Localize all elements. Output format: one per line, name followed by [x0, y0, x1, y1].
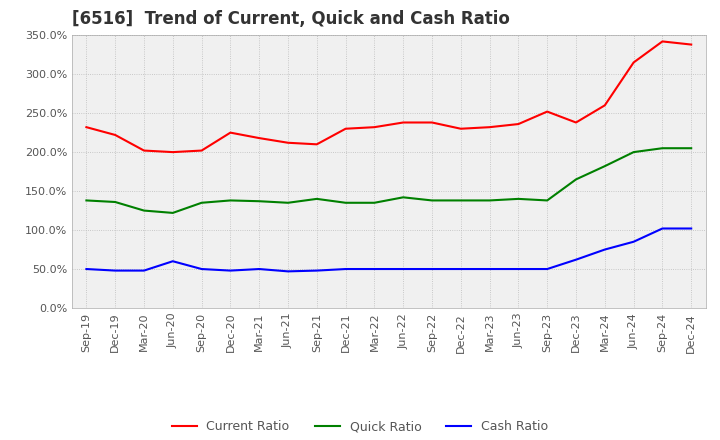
Cash Ratio: [543, 266, 552, 271]
Cash Ratio: [370, 266, 379, 271]
Line: Quick Ratio: Quick Ratio: [86, 148, 691, 213]
Line: Cash Ratio: Cash Ratio: [86, 228, 691, 271]
Current Ratio: [399, 120, 408, 125]
Cash Ratio: [341, 266, 350, 271]
Current Ratio: [370, 125, 379, 130]
Cash Ratio: [572, 257, 580, 262]
Cash Ratio: [399, 266, 408, 271]
Legend: Current Ratio, Quick Ratio, Cash Ratio: Current Ratio, Quick Ratio, Cash Ratio: [166, 415, 554, 438]
Cash Ratio: [82, 266, 91, 271]
Quick Ratio: [140, 208, 148, 213]
Current Ratio: [572, 120, 580, 125]
Current Ratio: [687, 42, 696, 47]
Quick Ratio: [600, 164, 609, 169]
Current Ratio: [140, 148, 148, 153]
Current Ratio: [485, 125, 494, 130]
Quick Ratio: [370, 200, 379, 205]
Cash Ratio: [312, 268, 321, 273]
Quick Ratio: [341, 200, 350, 205]
Quick Ratio: [284, 200, 292, 205]
Quick Ratio: [312, 196, 321, 202]
Current Ratio: [543, 109, 552, 114]
Cash Ratio: [428, 266, 436, 271]
Quick Ratio: [629, 150, 638, 155]
Cash Ratio: [629, 239, 638, 244]
Quick Ratio: [197, 200, 206, 205]
Current Ratio: [514, 121, 523, 127]
Current Ratio: [168, 150, 177, 155]
Current Ratio: [82, 125, 91, 130]
Quick Ratio: [399, 194, 408, 200]
Quick Ratio: [168, 210, 177, 216]
Current Ratio: [658, 39, 667, 44]
Quick Ratio: [428, 198, 436, 203]
Cash Ratio: [600, 247, 609, 252]
Cash Ratio: [514, 266, 523, 271]
Quick Ratio: [255, 198, 264, 204]
Quick Ratio: [658, 146, 667, 151]
Quick Ratio: [82, 198, 91, 203]
Cash Ratio: [658, 226, 667, 231]
Cash Ratio: [456, 266, 465, 271]
Current Ratio: [255, 136, 264, 141]
Current Ratio: [456, 126, 465, 132]
Cash Ratio: [226, 268, 235, 273]
Quick Ratio: [485, 198, 494, 203]
Text: [6516]  Trend of Current, Quick and Cash Ratio: [6516] Trend of Current, Quick and Cash …: [72, 10, 510, 28]
Current Ratio: [600, 103, 609, 108]
Current Ratio: [111, 132, 120, 138]
Quick Ratio: [687, 146, 696, 151]
Cash Ratio: [111, 268, 120, 273]
Cash Ratio: [168, 259, 177, 264]
Cash Ratio: [140, 268, 148, 273]
Cash Ratio: [284, 269, 292, 274]
Cash Ratio: [197, 266, 206, 271]
Quick Ratio: [111, 199, 120, 205]
Current Ratio: [312, 142, 321, 147]
Cash Ratio: [687, 226, 696, 231]
Quick Ratio: [543, 198, 552, 203]
Quick Ratio: [514, 196, 523, 202]
Current Ratio: [629, 60, 638, 65]
Current Ratio: [284, 140, 292, 145]
Quick Ratio: [456, 198, 465, 203]
Current Ratio: [197, 148, 206, 153]
Quick Ratio: [572, 177, 580, 182]
Quick Ratio: [226, 198, 235, 203]
Cash Ratio: [255, 266, 264, 271]
Line: Current Ratio: Current Ratio: [86, 41, 691, 152]
Current Ratio: [428, 120, 436, 125]
Current Ratio: [226, 130, 235, 135]
Current Ratio: [341, 126, 350, 132]
Cash Ratio: [485, 266, 494, 271]
